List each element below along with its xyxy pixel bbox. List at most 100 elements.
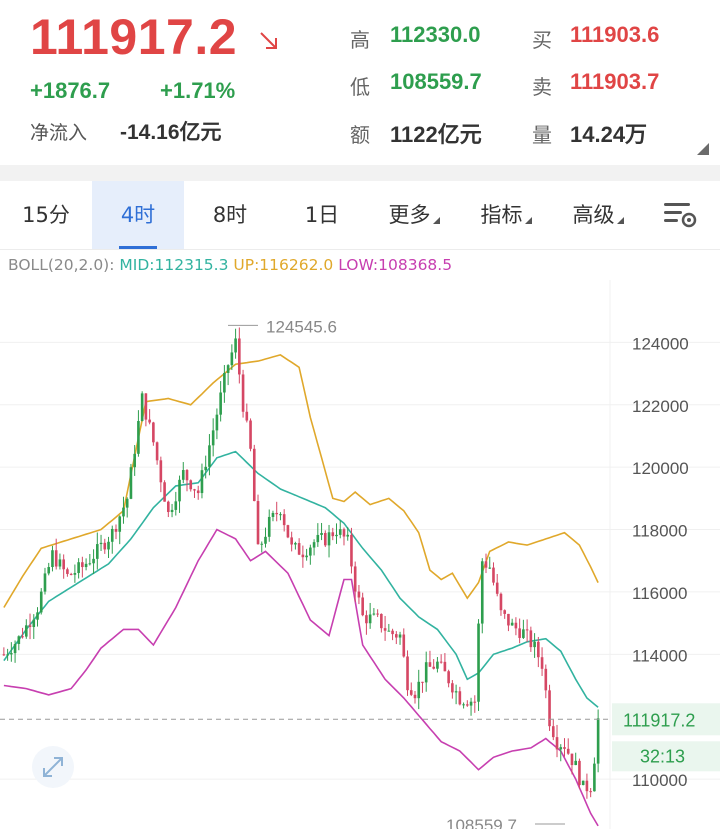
candle-body [185,470,189,481]
candle-body [62,559,65,570]
candle-body [409,690,413,695]
candle-body [140,393,144,421]
candle-body [204,466,208,471]
candle-body [533,641,536,648]
candle-body [503,610,507,614]
candle-body [537,641,540,658]
candle-body [342,529,346,537]
tab-more[interactable]: 更多 [368,181,460,249]
candle-body [215,414,219,431]
candle-body [507,613,510,626]
candle-body [518,628,521,638]
candle-body [211,430,215,446]
candle-body [294,543,297,545]
candle-body [323,532,327,546]
candle-body [230,352,234,366]
candle-body [473,701,477,703]
candle-body [480,561,484,624]
candle-body [402,634,406,657]
candle-body [290,537,293,545]
candle-body [361,597,364,616]
candle-body [148,419,151,423]
candle-body [133,453,136,468]
candle-body [331,532,335,537]
bid-label: 买 [532,28,552,52]
chart-settings-icon[interactable] [662,199,698,229]
candle-body [581,780,585,786]
candle-body [178,479,181,502]
candle-body [368,614,372,624]
candle-body [495,582,499,594]
candle-body [357,591,361,598]
candle-body [125,498,129,508]
candle-body [256,501,260,545]
ask-label: 卖 [532,75,552,99]
countdown-box [612,741,720,772]
candlestick-chart[interactable]: 124000 122000 120000 118000 116000 114000 1100… [0,280,720,829]
last-price: 111917.2 [30,9,238,65]
expand-header-icon[interactable] [696,142,710,156]
tab-15min[interactable]: 15分 [22,203,70,227]
candle-body [13,644,17,654]
volume-value: 14.24万 [570,122,648,147]
candle-body [99,542,103,545]
candle-body [376,613,379,615]
candle-body [181,470,185,480]
candle-body [514,622,518,629]
candle-body [316,534,320,543]
net-inflow-label: 净流入 [30,122,88,144]
tab-4h[interactable]: 4时 [92,181,184,249]
candle-body [107,541,110,550]
boll-up: UP:116262.0 [233,256,334,274]
candle-body [92,558,95,564]
dropdown-triangle-icon [524,217,532,224]
candle-body [17,636,21,645]
candle-body [413,694,417,699]
candle-body [555,737,559,750]
volume-label: 量 [532,123,552,147]
amount-label: 额 [350,123,370,147]
candle-body [118,516,122,532]
candle-body [6,654,9,656]
candle-body [551,726,555,738]
candle-body [421,681,424,683]
candle-body [69,573,73,575]
candle-body [252,448,256,502]
candle-body [32,619,36,628]
boll-mid-line [3,450,599,708]
tab-indicators[interactable]: 指标 [460,181,552,249]
candle-body [335,534,338,537]
candle-body [170,509,174,513]
price-down-arrow-icon [260,32,277,49]
candle-body [309,547,312,556]
candle-body [196,490,200,494]
tab-advanced[interactable]: 高级 [552,181,644,249]
candle-body [469,701,473,706]
candle-body [424,662,428,683]
fullscreen-icon[interactable] [32,746,74,788]
candle-body [372,613,376,615]
candle-body [21,636,24,638]
tab-1d[interactable]: 1日 [304,203,340,227]
candle-body [58,559,62,567]
candle-body [443,661,447,672]
candle-body [540,657,544,669]
y-tick-label: 116000 [632,584,687,603]
candle-body [208,445,211,467]
tab-8h[interactable]: 8时 [212,203,248,227]
price-change-pct: +1.71% [160,78,236,103]
candle-body [578,760,581,786]
candle-body [84,563,88,568]
candle-body [380,613,383,629]
interval-tabs: 15分 4时 8时 1日 更多 指标 高级 [0,181,720,250]
candle-body [548,690,551,727]
candle-body [383,628,387,631]
boll-upper-line [3,354,599,608]
candle-body [24,625,28,637]
candle-body [488,567,492,569]
candle-body [529,630,533,648]
candle-body [574,760,578,766]
y-tick-label: 118000 [632,522,687,541]
high-value: 112330.0 [390,22,481,47]
section-divider [0,165,720,181]
